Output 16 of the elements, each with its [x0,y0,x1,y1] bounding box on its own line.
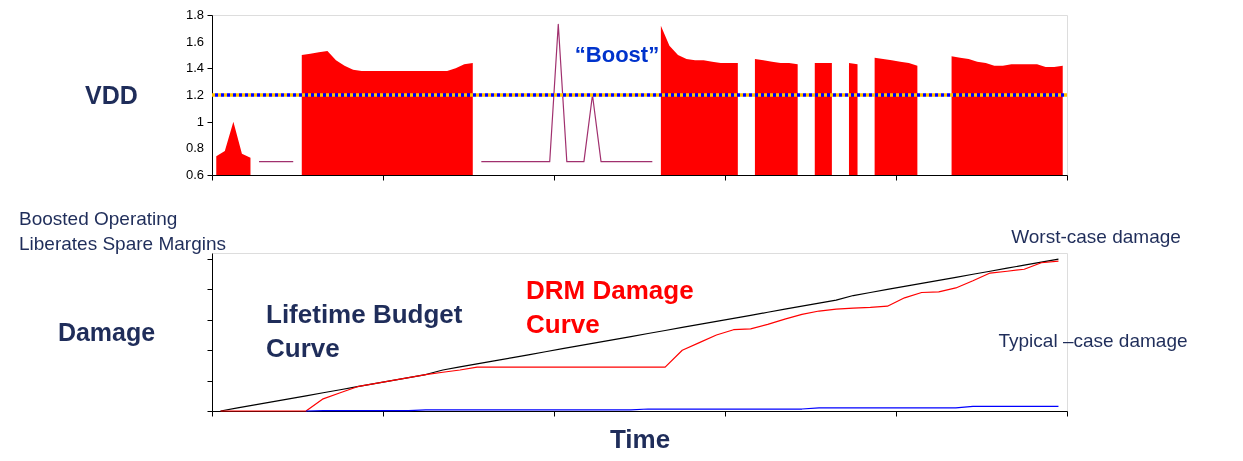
annotation: Typical –case damage [998,330,1188,351]
y-axis-title: VDD [85,80,138,109]
text: Worst-case damage [1011,226,1181,247]
text: Boosted Operating Liberates Spare Margins [19,208,226,254]
y-tick-label: 1.8 [185,7,204,22]
y-tick-label: 0.6 [185,167,204,182]
y-tick-label: 1.6 [185,33,204,49]
x-axis-title: Time [609,424,671,454]
y-axis-title: Damage [57,317,156,346]
series-label: DRM Damage Curve [526,275,694,339]
y-tick-label: 0.8 [185,140,204,156]
y-tick-label: 1 [196,113,204,129]
y-tick-label: 1.4 [185,60,204,76]
y-tick-label: 1.2 [185,87,204,102]
legend-label: Lifetime Budget Curve [266,299,463,363]
annotation: “Boost” [574,42,660,67]
